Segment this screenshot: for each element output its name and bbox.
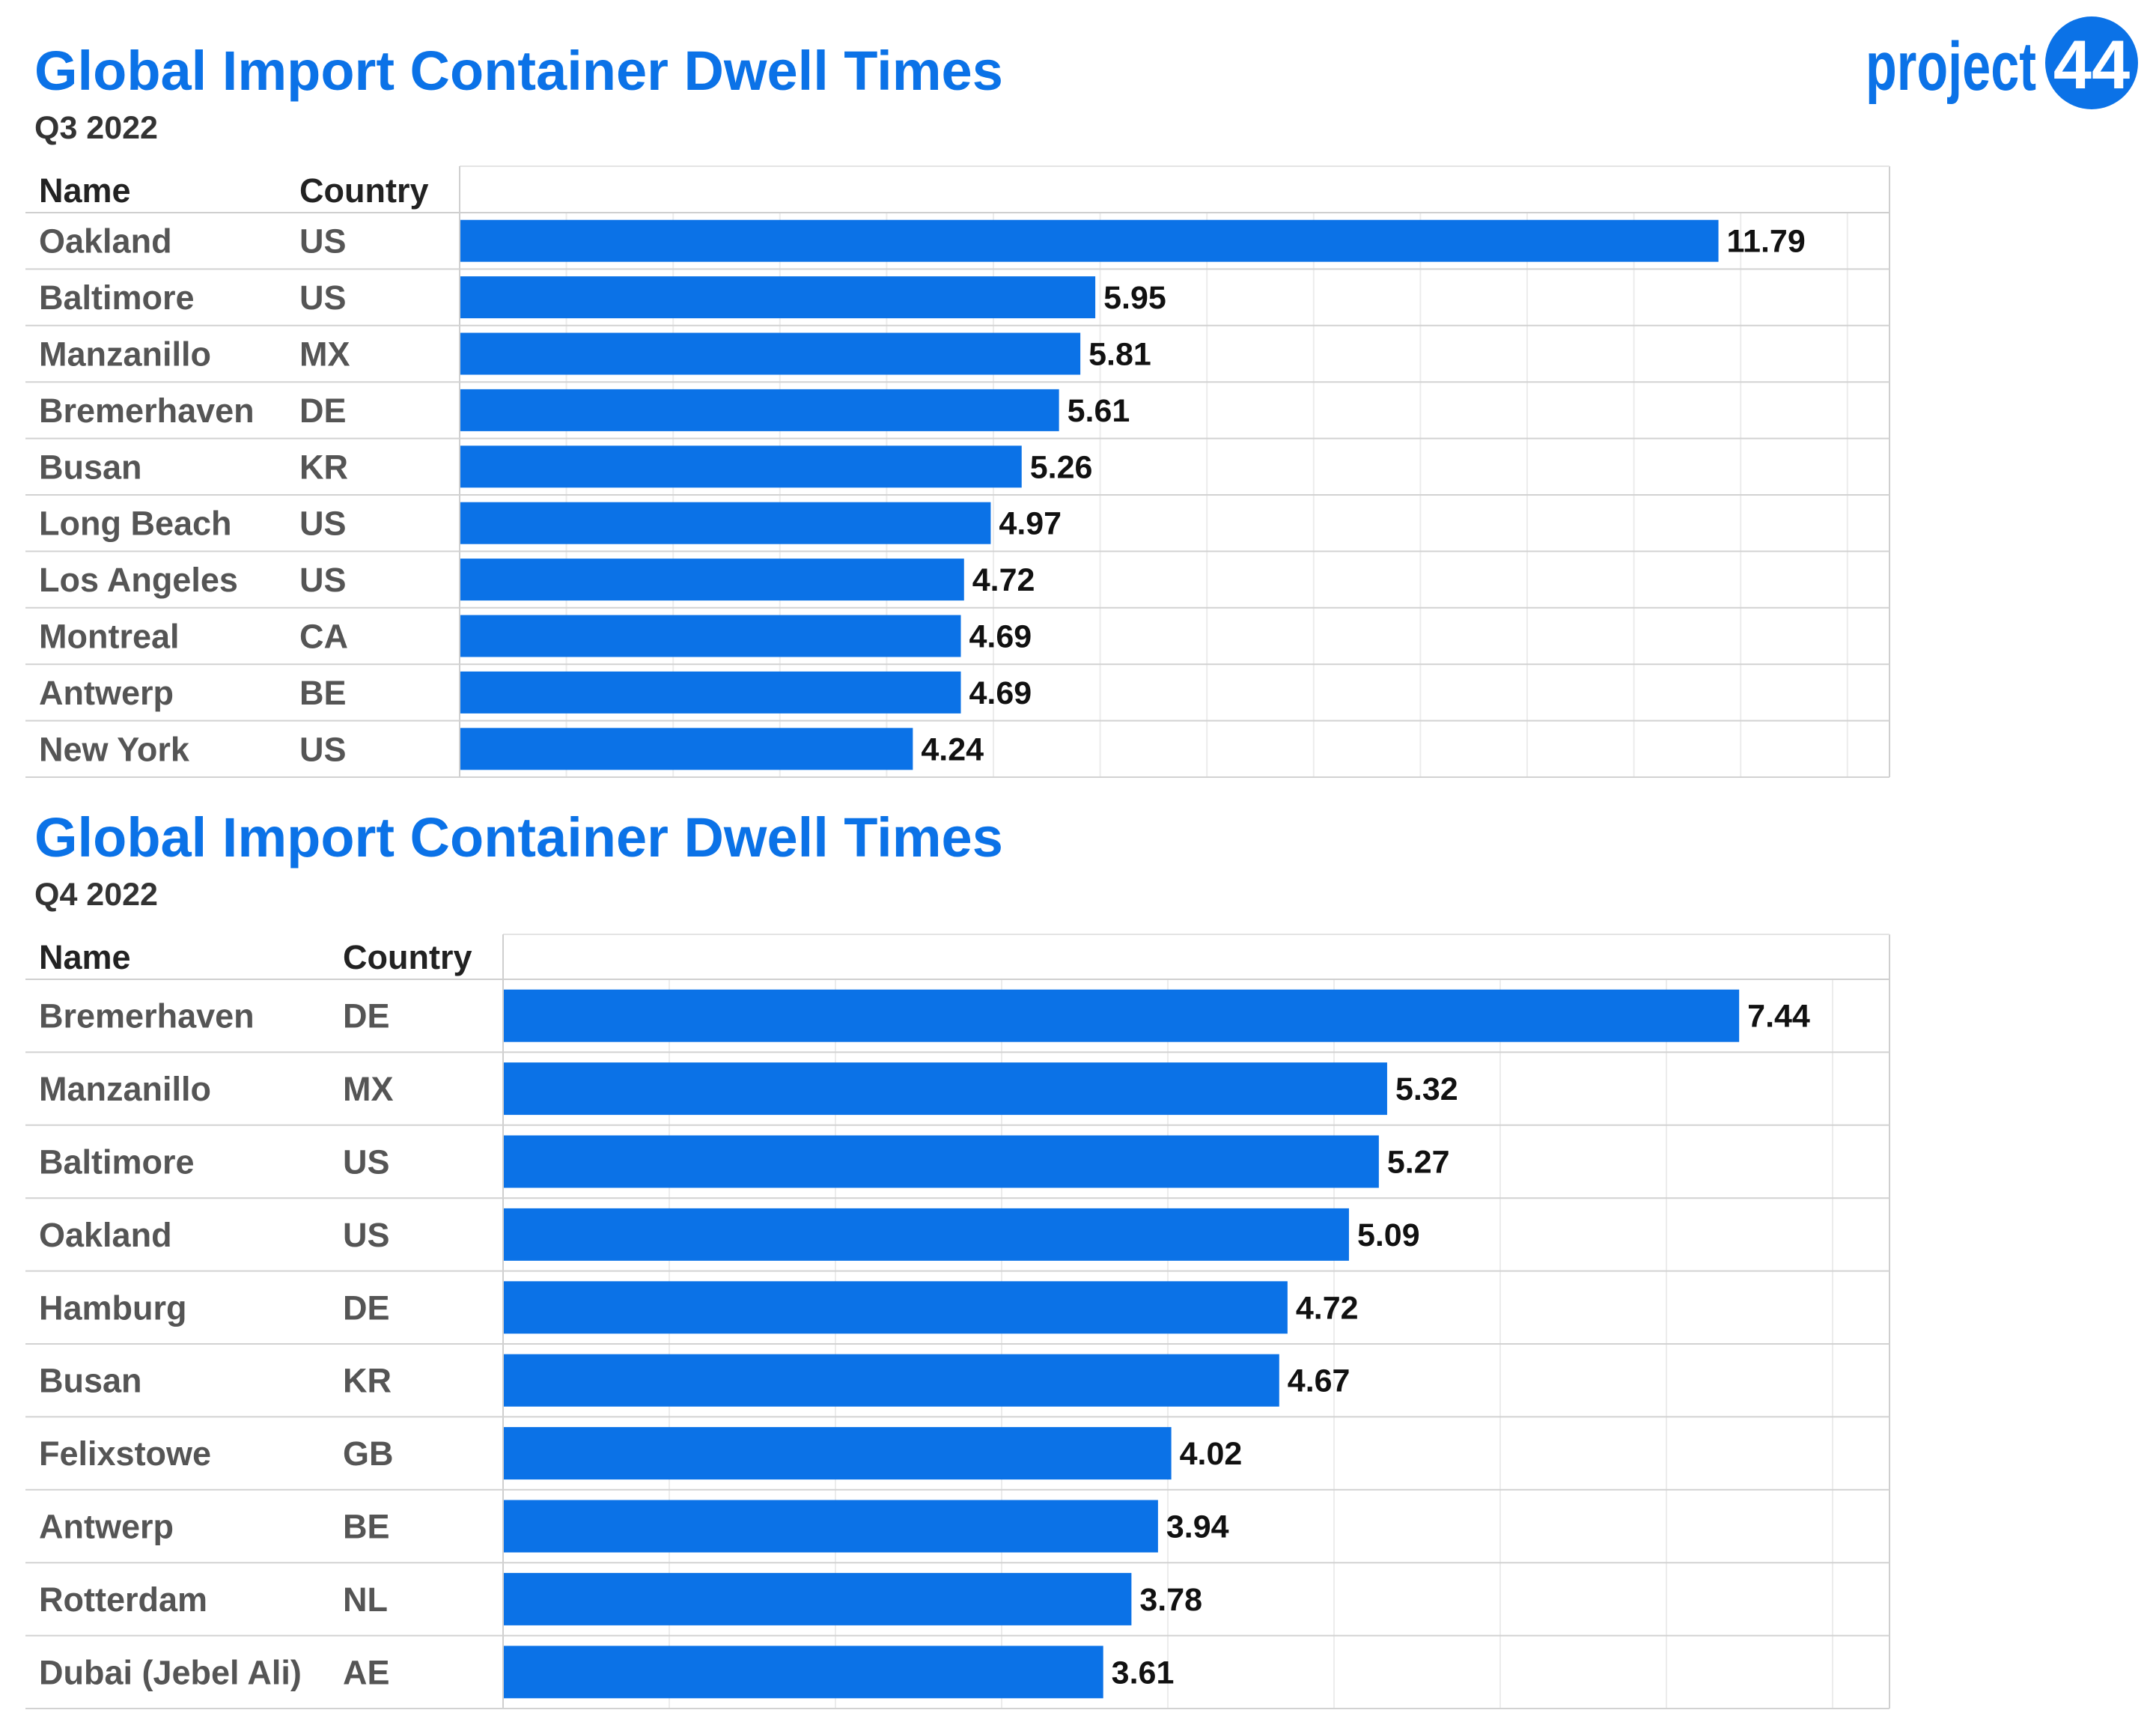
row-name-6: Busan xyxy=(39,1362,142,1400)
column-header-country: Country xyxy=(299,171,429,210)
row-name-1: Bremerhaven xyxy=(39,997,255,1035)
bar-10 xyxy=(460,728,913,770)
value-label-4: 5.61 xyxy=(1068,393,1130,429)
value-label-8: 4.69 xyxy=(969,619,1032,655)
value-label-2: 5.32 xyxy=(1395,1071,1458,1107)
row-name-6: Long Beach xyxy=(39,505,232,543)
bar-1 xyxy=(460,219,1719,262)
value-label-2: 5.95 xyxy=(1103,280,1166,316)
column-header-name: Name xyxy=(39,171,131,210)
value-label-9: 4.69 xyxy=(969,675,1032,711)
bar-8 xyxy=(460,615,961,657)
chart-2-title: Global Import Container Dwell Times xyxy=(34,806,1003,868)
row-name-2: Baltimore xyxy=(39,279,195,317)
column-header-name: Name xyxy=(39,938,131,976)
bar-2 xyxy=(460,276,1096,319)
row-name-8: Montreal xyxy=(39,618,180,656)
row-name-1: Oakland xyxy=(39,222,172,261)
value-label-1: 7.44 xyxy=(1747,999,1810,1035)
row-name-7: Los Angeles xyxy=(39,561,238,599)
row-country-3: MX xyxy=(299,335,350,374)
logo-number: 44 xyxy=(2053,27,2130,103)
row-country-4: US xyxy=(343,1216,390,1254)
row-name-9: Antwerp xyxy=(39,674,174,712)
row-name-7: Felixstowe xyxy=(39,1435,211,1473)
chart-1-subtitle: Q3 2022 xyxy=(34,110,158,146)
bar-3 xyxy=(460,332,1081,375)
row-name-3: Manzanillo xyxy=(39,335,211,374)
row-country-8: BE xyxy=(343,1508,390,1546)
row-name-8: Antwerp xyxy=(39,1508,174,1546)
value-label-6: 4.67 xyxy=(1288,1363,1350,1399)
value-label-3: 5.81 xyxy=(1088,337,1151,373)
row-name-4: Oakland xyxy=(39,1216,172,1254)
value-label-10: 3.61 xyxy=(1112,1655,1175,1691)
bar-7 xyxy=(504,1427,1172,1480)
row-country-1: US xyxy=(299,222,347,261)
row-name-10: Dubai (Jebel Ali) xyxy=(39,1653,302,1691)
bar-4 xyxy=(460,389,1059,431)
chart-2-svg: Name Country 7.44 Bremerhaven DE 5.32 Manzanil… xyxy=(25,934,1890,1709)
bar-5 xyxy=(504,1281,1288,1334)
bar-1 xyxy=(504,989,1740,1042)
bar-9 xyxy=(460,671,961,714)
column-header-country: Country xyxy=(343,938,472,976)
bar-8 xyxy=(504,1500,1158,1553)
logo-circle xyxy=(2045,16,2138,109)
bar-7 xyxy=(460,559,964,601)
row-name-9: Rotterdam xyxy=(39,1581,207,1619)
row-name-4: Bremerhaven xyxy=(39,392,255,430)
row-country-10: AE xyxy=(343,1653,390,1691)
row-country-1: DE xyxy=(343,997,390,1035)
chart-2-subtitle: Q4 2022 xyxy=(34,877,158,913)
row-name-5: Hamburg xyxy=(39,1289,187,1327)
row-country-4: DE xyxy=(299,392,347,430)
row-country-7: GB xyxy=(343,1435,394,1473)
row-country-3: US xyxy=(343,1143,390,1181)
value-label-7: 4.02 xyxy=(1180,1436,1243,1472)
row-name-3: Baltimore xyxy=(39,1143,195,1181)
bar-3 xyxy=(504,1135,1379,1188)
value-label-8: 3.94 xyxy=(1166,1509,1229,1545)
row-country-8: CA xyxy=(299,618,348,656)
row-name-5: Busan xyxy=(39,448,142,486)
row-country-6: KR xyxy=(343,1362,392,1400)
bar-4 xyxy=(504,1208,1349,1261)
row-country-10: US xyxy=(299,730,347,768)
value-label-3: 5.27 xyxy=(1387,1145,1450,1181)
row-country-2: MX xyxy=(343,1070,394,1108)
chart-1-svg: Name Country 11.79 Oakland US 5.95 Baltimore US… xyxy=(25,165,1890,778)
bar-2 xyxy=(504,1062,1387,1116)
row-country-5: KR xyxy=(299,448,348,486)
project44-logo: project 44 xyxy=(1866,16,2138,109)
bar-9 xyxy=(504,1572,1132,1625)
value-label-5: 4.72 xyxy=(1296,1290,1359,1326)
value-label-10: 4.24 xyxy=(921,731,984,767)
value-label-6: 4.97 xyxy=(999,506,1062,542)
value-label-4: 5.09 xyxy=(1357,1217,1420,1253)
row-country-6: US xyxy=(299,505,347,543)
chart-1: Name Country 11.79 Oakland US 5.95 Baltimore US… xyxy=(0,165,2156,778)
value-label-5: 5.26 xyxy=(1030,449,1093,485)
row-country-9: NL xyxy=(343,1581,388,1619)
value-label-1: 11.79 xyxy=(1727,224,1806,260)
bar-5 xyxy=(460,445,1022,488)
bar-10 xyxy=(504,1646,1103,1699)
row-name-2: Manzanillo xyxy=(39,1070,211,1108)
bar-6 xyxy=(460,502,991,544)
chart-2: Name Country 7.44 Bremerhaven DE 5.32 Manzanil… xyxy=(0,934,2156,1710)
row-country-2: US xyxy=(299,279,347,317)
value-label-9: 3.78 xyxy=(1139,1582,1202,1618)
row-name-10: New York xyxy=(39,730,190,768)
value-label-7: 4.72 xyxy=(972,562,1035,598)
chart-1-title: Global Import Container Dwell Times xyxy=(34,40,1003,102)
bar-6 xyxy=(504,1354,1279,1407)
row-country-9: BE xyxy=(299,674,347,712)
row-country-7: US xyxy=(299,561,347,599)
logo-text: project xyxy=(1866,28,2036,105)
row-country-5: DE xyxy=(343,1289,390,1327)
